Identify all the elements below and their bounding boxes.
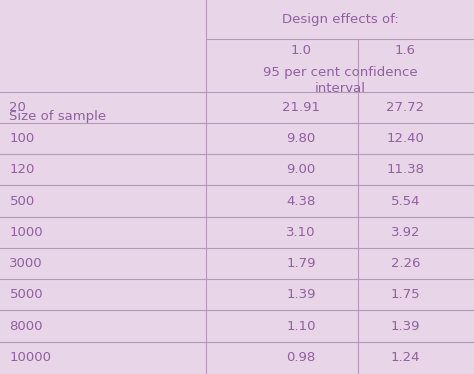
Text: 1.10: 1.10 xyxy=(286,320,316,332)
Text: 1.0: 1.0 xyxy=(291,44,311,57)
Text: 0.98: 0.98 xyxy=(286,351,316,364)
Text: 20: 20 xyxy=(9,101,27,114)
Text: 1.24: 1.24 xyxy=(391,351,420,364)
Text: 9.00: 9.00 xyxy=(286,163,316,176)
Text: Design effects of:: Design effects of: xyxy=(282,13,399,26)
Text: 3.10: 3.10 xyxy=(286,226,316,239)
Text: 100: 100 xyxy=(9,132,35,145)
Text: 1.6: 1.6 xyxy=(395,44,416,57)
Text: 27.72: 27.72 xyxy=(386,101,424,114)
Text: 5000: 5000 xyxy=(9,288,43,301)
Text: 1.75: 1.75 xyxy=(391,288,420,301)
Text: 1.39: 1.39 xyxy=(286,288,316,301)
Text: 21.91: 21.91 xyxy=(282,101,320,114)
Text: 11.38: 11.38 xyxy=(386,163,424,176)
Text: 12.40: 12.40 xyxy=(386,132,424,145)
Text: 8000: 8000 xyxy=(9,320,43,332)
Text: 4.38: 4.38 xyxy=(286,194,316,208)
Text: 1.39: 1.39 xyxy=(391,320,420,332)
Text: 3000: 3000 xyxy=(9,257,43,270)
Text: 1.79: 1.79 xyxy=(286,257,316,270)
Text: 9.80: 9.80 xyxy=(286,132,316,145)
Text: Size of sample: Size of sample xyxy=(9,110,107,123)
Text: 10000: 10000 xyxy=(9,351,52,364)
Text: 3.92: 3.92 xyxy=(391,226,420,239)
Text: 1000: 1000 xyxy=(9,226,43,239)
Text: 500: 500 xyxy=(9,194,35,208)
Text: 95 per cent confidence
interval: 95 per cent confidence interval xyxy=(263,66,418,95)
Text: 5.54: 5.54 xyxy=(391,194,420,208)
Text: 120: 120 xyxy=(9,163,35,176)
Text: 2.26: 2.26 xyxy=(391,257,420,270)
